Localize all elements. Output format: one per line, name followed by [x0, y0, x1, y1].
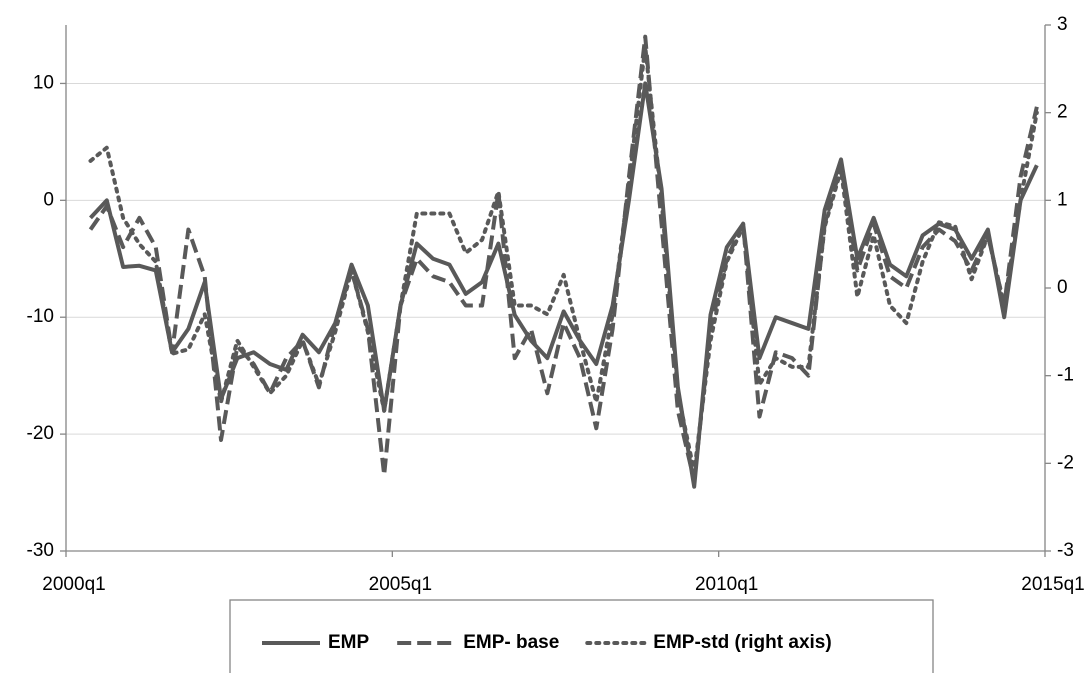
- x-tick-label: 2010q1: [695, 574, 758, 595]
- y-tick-label: 10: [33, 72, 54, 93]
- y2-tick-label: 3: [1057, 14, 1068, 35]
- y2-tick-label: -2: [1057, 452, 1074, 473]
- y-tick-label: -30: [27, 540, 54, 561]
- y2-tick-label: 0: [1057, 277, 1068, 298]
- series-line: [88, 44, 1039, 475]
- y-tick-label: 0: [43, 189, 54, 210]
- series-line: [89, 81, 1039, 489]
- y-tick-label: -20: [27, 423, 54, 444]
- series-line: [88, 34, 1039, 483]
- y-tick-label: -10: [27, 306, 54, 327]
- y2-tick-label: 1: [1057, 189, 1068, 210]
- legend-label: EMP- base: [463, 632, 559, 653]
- legend-label: EMP: [328, 632, 370, 653]
- legend-label: EMP-std (right axis): [653, 632, 831, 653]
- x-tick-label: 2015q1: [1021, 574, 1084, 595]
- x-tick-label: 2000q1: [42, 574, 105, 595]
- legend-box: [229, 599, 934, 673]
- y2-tick-label: -1: [1057, 365, 1074, 386]
- y2-tick-label: -3: [1057, 540, 1074, 561]
- y2-tick-label: 2: [1057, 102, 1068, 123]
- x-tick-label: 2005q1: [369, 574, 432, 595]
